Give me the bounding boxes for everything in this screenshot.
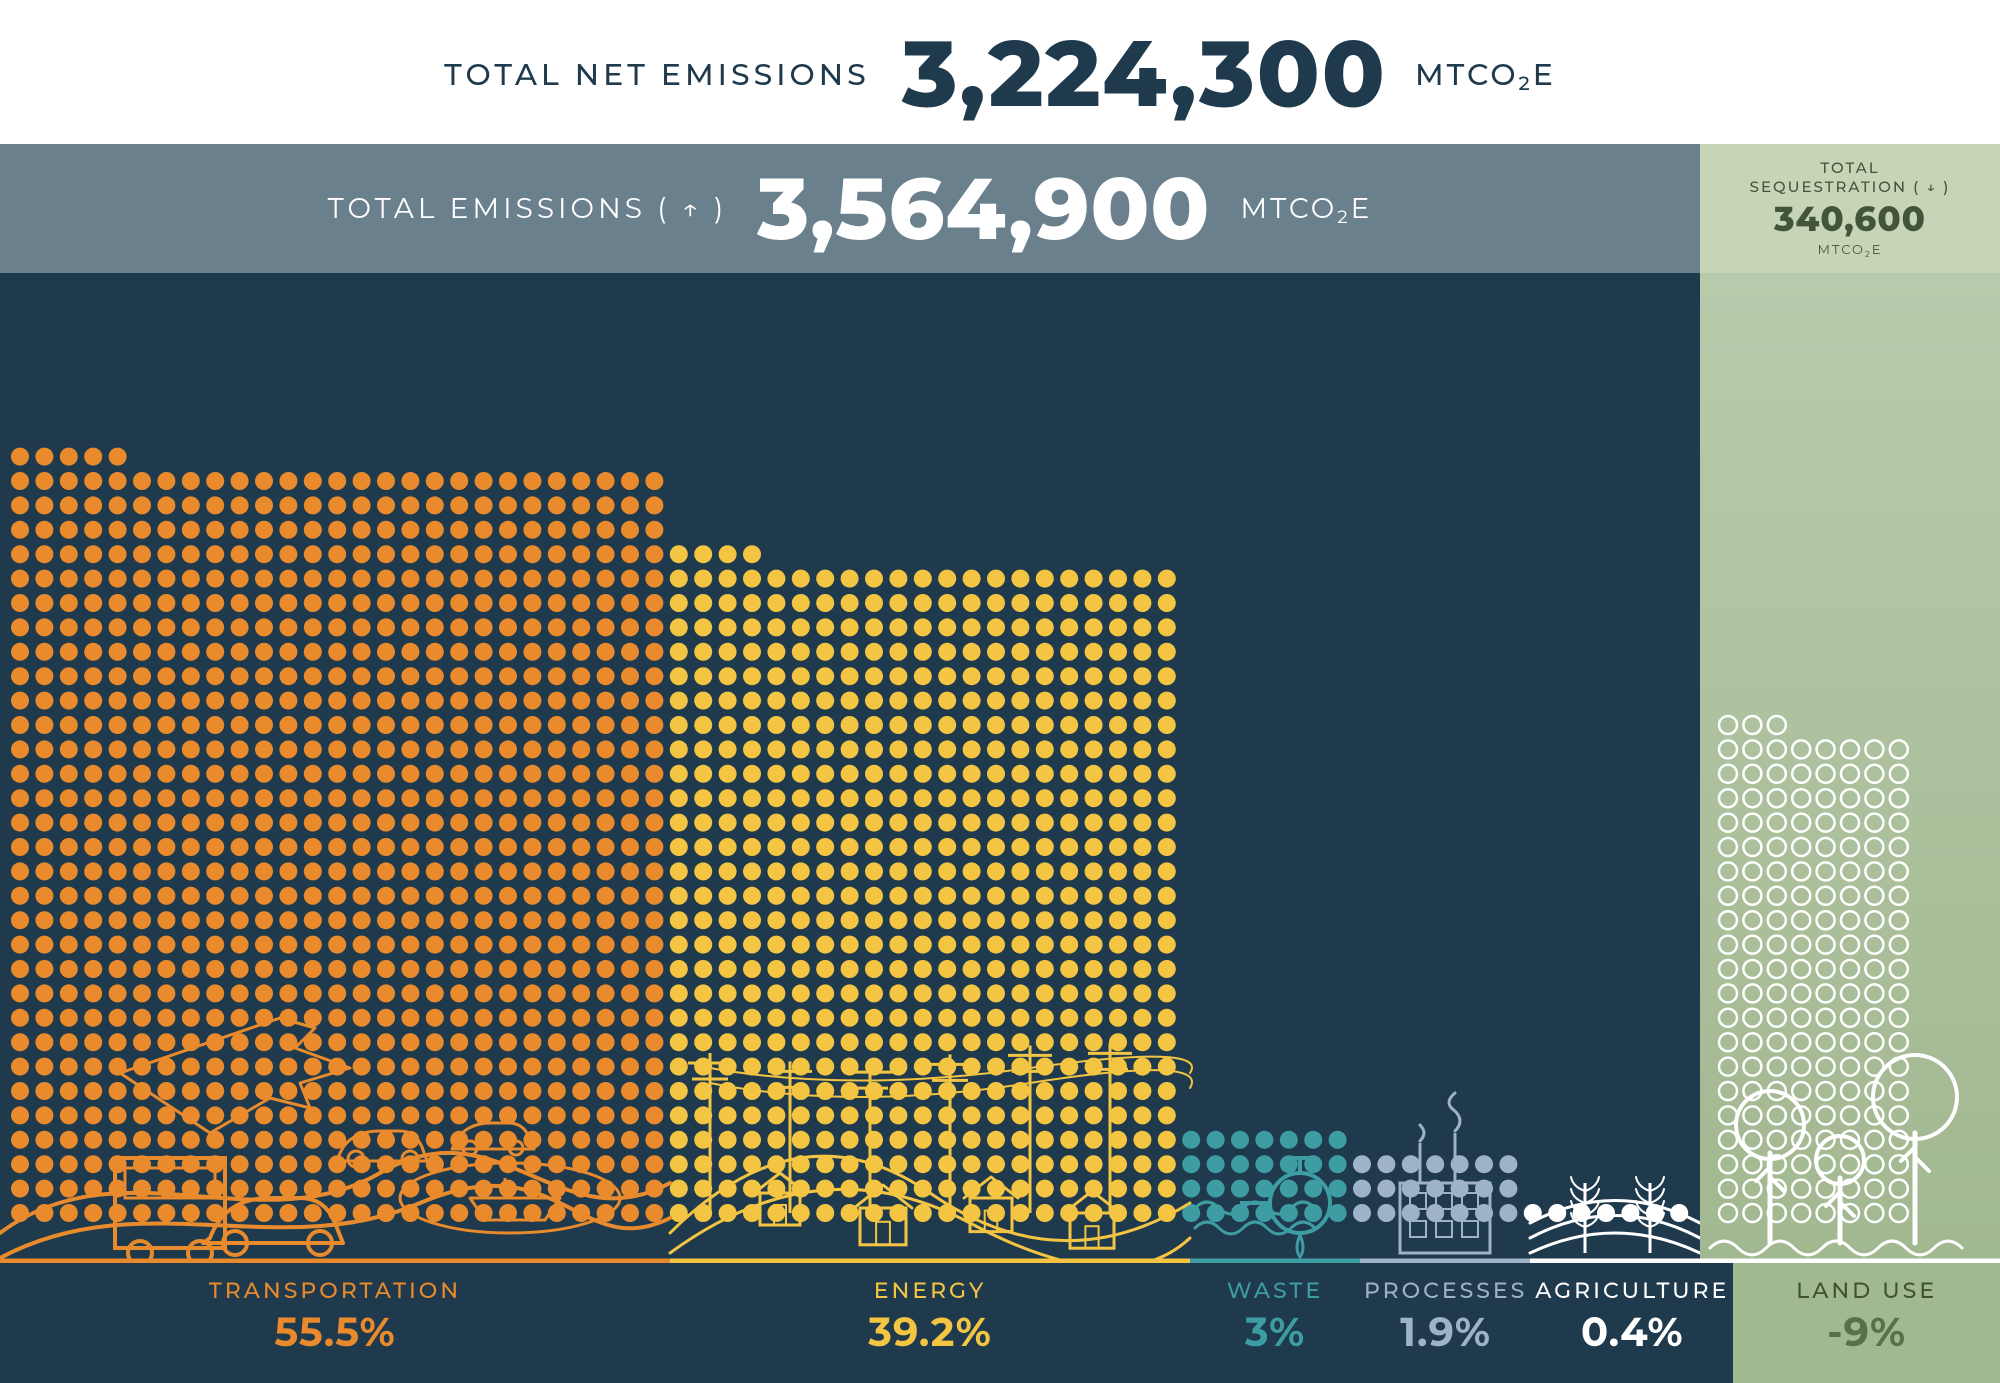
total-sequestration-header: TOTAL SEQUESTRATION ( ↓ ) 340,600 MTCO2E bbox=[1700, 144, 2000, 273]
footer-land-use: LAND USE -9% bbox=[1733, 1263, 2000, 1383]
net-value: 3,224,300 bbox=[902, 18, 1387, 130]
footer-agriculture: AGRICULTURE 0.4% bbox=[1531, 1263, 1733, 1383]
footer-transportation: TRANSPORTATION 55.5% bbox=[0, 1263, 670, 1383]
net-unit: MTCO2E bbox=[1415, 56, 1556, 93]
seq-header-value: 340,600 bbox=[1774, 198, 1926, 240]
sequestration-panel bbox=[1700, 273, 2000, 1263]
emissions-header-value: 3,564,900 bbox=[757, 156, 1210, 261]
net-label: TOTAL NET EMISSIONS bbox=[444, 56, 870, 93]
footer-processes-label: PROCESSES bbox=[1364, 1277, 1527, 1304]
footer-processes: PROCESSES 1.9% bbox=[1360, 1263, 1531, 1383]
emissions-panel bbox=[0, 273, 1700, 1263]
footer-waste-pct: 3% bbox=[1194, 1308, 1356, 1357]
footer-agriculture-label: AGRICULTURE bbox=[1535, 1277, 1729, 1304]
emissions-header-label: TOTAL EMISSIONS ( ↑ ) bbox=[328, 192, 728, 226]
footer-transportation-pct: 55.5% bbox=[4, 1308, 666, 1357]
footer-energy-label: ENERGY bbox=[674, 1277, 1186, 1304]
seq-header-unit: MTCO2E bbox=[1818, 242, 1883, 258]
category-footer: TRANSPORTATION55.5%ENERGY39.2%WASTE3%PRO… bbox=[0, 1263, 2000, 1383]
footer-agriculture-pct: 0.4% bbox=[1535, 1308, 1729, 1357]
footer-energy: ENERGY 39.2% bbox=[670, 1263, 1190, 1383]
header-bars: TOTAL EMISSIONS ( ↑ ) 3,564,900 MTCO2E T… bbox=[0, 144, 2000, 273]
sequestration-dot-matrix bbox=[1700, 273, 2000, 1263]
footer-waste: WASTE 3% bbox=[1190, 1263, 1360, 1383]
footer-processes-pct: 1.9% bbox=[1364, 1308, 1527, 1357]
footer-transportation-label: TRANSPORTATION bbox=[4, 1277, 666, 1304]
emissions-header-unit: MTCO2E bbox=[1240, 192, 1372, 226]
footer-waste-label: WASTE bbox=[1194, 1277, 1356, 1304]
main-infographic bbox=[0, 273, 2000, 1263]
total-emissions-header: TOTAL EMISSIONS ( ↑ ) 3,564,900 MTCO2E bbox=[0, 144, 1700, 273]
footer-energy-pct: 39.2% bbox=[674, 1308, 1186, 1357]
seq-header-label: TOTAL SEQUESTRATION ( ↓ ) bbox=[1750, 159, 1951, 197]
total-net-emissions-strip: TOTAL NET EMISSIONS 3,224,300 MTCO2E bbox=[0, 0, 2000, 144]
footer-land-use-pct: -9% bbox=[1737, 1308, 1996, 1357]
emissions-dot-matrix bbox=[0, 273, 1700, 1263]
footer-land-use-label: LAND USE bbox=[1737, 1277, 1996, 1304]
